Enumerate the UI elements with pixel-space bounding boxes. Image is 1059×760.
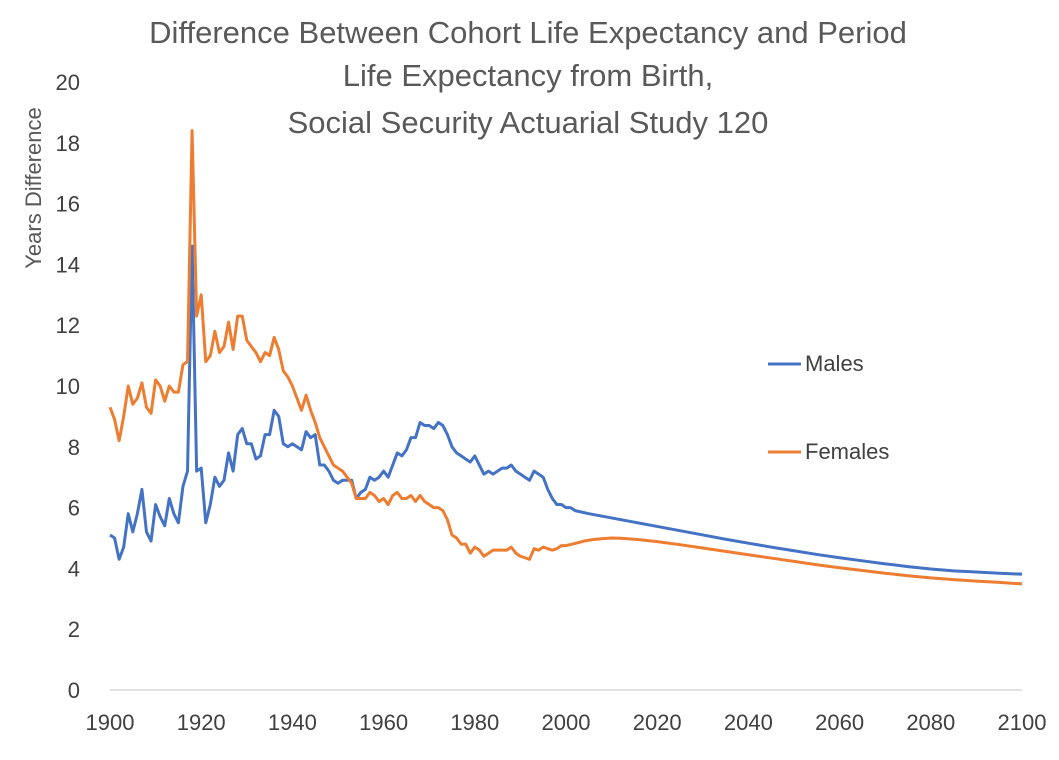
y-tick-label: 6 [68, 496, 80, 521]
legend: Males Females [768, 351, 889, 464]
x-tick-label: 2000 [542, 710, 591, 735]
series-line-females [108, 129, 1023, 586]
x-tick-label: 1940 [268, 710, 317, 735]
y-tick-label: 2 [68, 617, 80, 642]
x-axis-ticks: 1900 1920 1940 1960 1980 2000 2020 2040 2060 2080… [86, 710, 1047, 735]
y-tick-label: 16 [56, 192, 80, 217]
y-tick-label: 4 [68, 556, 80, 581]
x-tick-label: 2060 [815, 710, 864, 735]
y-tick-label: 8 [68, 435, 80, 460]
x-tick-label: 1900 [86, 710, 135, 735]
legend-label-males: Males [805, 351, 864, 376]
x-tick-label: 2020 [633, 710, 682, 735]
chart-title-line-1: Difference Between Cohort Life Expectanc… [149, 15, 907, 50]
x-tick-label: 1960 [359, 710, 408, 735]
x-tick-label: 1920 [177, 710, 226, 735]
y-tick-label: 12 [56, 313, 80, 338]
chart-title-line-3: Social Security Actuarial Study 120 [288, 105, 769, 140]
x-tick-label: 2040 [724, 710, 773, 735]
y-tick-label: 0 [68, 678, 80, 703]
y-tick-label: 14 [56, 252, 80, 277]
y-tick-label: 18 [56, 131, 80, 156]
series-line-males [109, 244, 1023, 576]
chart-title-line-2: Life Expectancy from Birth, [343, 58, 713, 93]
x-tick-label: 2080 [906, 710, 955, 735]
y-axis-label: Years Difference [21, 107, 46, 268]
series-lines [108, 129, 1023, 586]
y-tick-label: 20 [56, 70, 80, 95]
chart-title: Difference Between Cohort Life Expectanc… [149, 15, 907, 140]
x-tick-label: 2100 [998, 710, 1047, 735]
x-tick-label: 1980 [450, 710, 499, 735]
y-tick-label: 10 [56, 374, 80, 399]
y-axis-ticks: 0 2 4 6 8 10 12 14 16 18 20 [56, 70, 80, 703]
legend-label-females: Females [805, 439, 889, 464]
